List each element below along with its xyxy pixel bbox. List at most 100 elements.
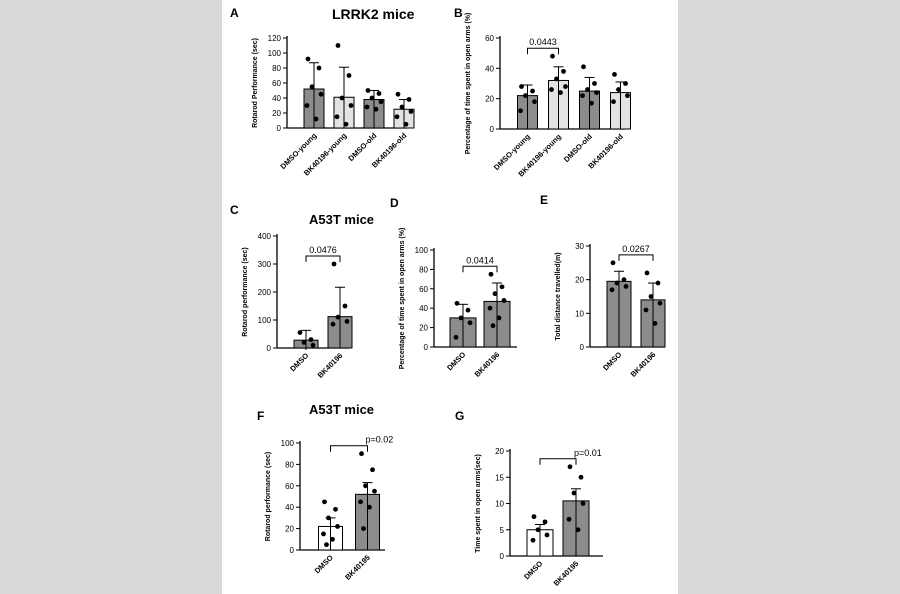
data-point-a-1-1 bbox=[346, 73, 352, 78]
y-axis-label-e: Total distance travelled(m) bbox=[555, 252, 562, 340]
y-tick-label-b-3: 60 bbox=[485, 34, 494, 43]
data-point-c-0-3 bbox=[310, 342, 316, 348]
data-point-b-2-3 bbox=[594, 90, 599, 95]
data-point-a-1-5 bbox=[343, 121, 349, 127]
panel-label-e: E bbox=[540, 193, 548, 207]
data-point-d-1-6 bbox=[490, 323, 496, 329]
y-tick-label-c-0: 0 bbox=[267, 344, 272, 353]
data-point-f-1-3 bbox=[372, 488, 377, 494]
significance-bracket-b-0 bbox=[527, 47, 559, 55]
panel-label-a: A bbox=[230, 6, 239, 20]
significance-label-g-0: p=0.01 bbox=[574, 448, 602, 458]
data-point-d-1-3 bbox=[501, 298, 507, 303]
data-point-b-3-3 bbox=[625, 93, 630, 99]
data-point-a-1-3 bbox=[348, 103, 354, 108]
y-tick-label-f-4: 80 bbox=[285, 460, 294, 469]
data-point-g-0-2 bbox=[535, 527, 541, 533]
heading-lrrk2: LRRK2 mice bbox=[332, 6, 415, 22]
data-point-b-3-1 bbox=[623, 81, 628, 86]
y-tick-label-c-2: 200 bbox=[258, 288, 272, 297]
y-tick-label-c-4: 400 bbox=[258, 232, 272, 241]
y-tick-label-a-4: 80 bbox=[272, 64, 281, 73]
y-axis-label-g: Time spent in open arms(sec) bbox=[475, 454, 482, 553]
category-label-f-1: BK40195 bbox=[343, 553, 372, 582]
data-point-b-3-2 bbox=[616, 87, 621, 92]
data-point-b-0-1 bbox=[530, 88, 535, 94]
data-point-e-1-5 bbox=[652, 321, 658, 326]
y-axis-label-b: Percentage of time spent in open arms (%… bbox=[465, 13, 472, 155]
y-tick-label-g-1: 5 bbox=[500, 526, 505, 535]
data-point-b-1-2 bbox=[554, 76, 559, 82]
category-label-g-1: BK40195 bbox=[552, 559, 581, 588]
y-tick-label-d-0: 0 bbox=[424, 343, 429, 352]
category-label-e-1: BK40196 bbox=[629, 350, 658, 379]
data-point-f-0-2 bbox=[326, 515, 331, 521]
data-point-g-1-4 bbox=[566, 516, 572, 522]
data-point-f-0-5 bbox=[330, 536, 335, 542]
significance-bracket-g-0 bbox=[539, 458, 577, 465]
y-tick-label-f-1: 20 bbox=[285, 525, 294, 534]
data-point-e-1-4 bbox=[643, 307, 649, 313]
data-point-f-1-2 bbox=[363, 483, 368, 489]
y-tick-label-b-1: 20 bbox=[485, 95, 494, 104]
panel-label-d: D bbox=[390, 196, 399, 210]
data-point-c-1-3 bbox=[344, 319, 350, 324]
data-point-a-0-4 bbox=[304, 103, 310, 108]
data-point-d-0-0 bbox=[454, 300, 460, 306]
y-tick-label-a-1: 20 bbox=[272, 109, 281, 118]
y-tick-label-b-0: 0 bbox=[490, 125, 495, 134]
data-point-d-1-1 bbox=[499, 284, 505, 290]
data-point-g-0-0 bbox=[531, 514, 537, 520]
data-point-a-2-4 bbox=[364, 104, 370, 110]
y-tick-label-e-3: 30 bbox=[575, 242, 584, 251]
significance-label-f-0: p=0.02 bbox=[366, 435, 394, 445]
significance-bracket-e-0 bbox=[618, 254, 654, 261]
panel-label-g: G bbox=[455, 409, 464, 423]
significance-label-e-0: 0.0267 bbox=[622, 244, 650, 254]
category-label-c-0: DMSO bbox=[288, 351, 310, 373]
data-point-f-1-0 bbox=[359, 451, 364, 457]
y-tick-label-f-3: 60 bbox=[285, 482, 294, 491]
y-tick-label-a-2: 40 bbox=[272, 94, 281, 103]
category-label-g-0: DMSO bbox=[522, 559, 544, 581]
data-point-d-1-5 bbox=[496, 315, 502, 321]
category-label-d-0: DMSO bbox=[445, 350, 467, 372]
data-point-a-0-1 bbox=[316, 65, 322, 71]
y-tick-label-g-3: 15 bbox=[495, 473, 504, 482]
data-point-c-1-0 bbox=[331, 261, 337, 267]
data-point-g-1-0 bbox=[567, 464, 573, 470]
significance-label-b-0: 0.0443 bbox=[529, 37, 557, 47]
data-point-c-0-1 bbox=[308, 337, 314, 342]
significance-bracket-f-0 bbox=[330, 445, 368, 452]
significance-label-c-0: 0.0476 bbox=[309, 245, 337, 255]
data-point-b-0-3 bbox=[532, 99, 537, 105]
data-point-f-0-0 bbox=[322, 499, 327, 505]
data-point-c-1-2 bbox=[335, 314, 341, 320]
data-point-a-3-5 bbox=[403, 121, 409, 127]
data-point-e-1-0 bbox=[644, 270, 650, 276]
data-point-d-0-3 bbox=[467, 320, 473, 326]
data-point-b-3-0 bbox=[612, 72, 617, 77]
data-point-g-1-2 bbox=[571, 490, 577, 496]
y-tick-label-a-3: 60 bbox=[272, 79, 281, 88]
panel-label-c: C bbox=[230, 203, 239, 217]
data-point-f-0-1 bbox=[333, 506, 338, 512]
data-point-a-3-1 bbox=[406, 97, 412, 102]
data-point-g-0-4 bbox=[530, 537, 536, 543]
data-point-a-1-4 bbox=[334, 114, 340, 120]
y-tick-label-g-2: 10 bbox=[495, 500, 504, 509]
heading-a53t-2: A53T mice bbox=[309, 402, 374, 417]
data-point-g-1-5 bbox=[575, 527, 581, 533]
y-tick-label-a-0: 0 bbox=[277, 124, 282, 133]
category-label-f-0: DMSO bbox=[313, 553, 335, 575]
data-point-a-2-0 bbox=[365, 88, 371, 93]
data-point-a-0-0 bbox=[305, 56, 311, 62]
y-tick-label-d-5: 100 bbox=[415, 246, 429, 255]
significance-bracket-d-0 bbox=[462, 265, 498, 273]
data-point-b-3-4 bbox=[611, 99, 616, 105]
data-point-d-0-2 bbox=[458, 315, 464, 321]
data-point-f-1-5 bbox=[367, 504, 372, 510]
data-point-d-1-2 bbox=[492, 291, 498, 297]
y-tick-label-a-6: 120 bbox=[268, 34, 282, 43]
data-point-g-0-1 bbox=[542, 519, 548, 525]
